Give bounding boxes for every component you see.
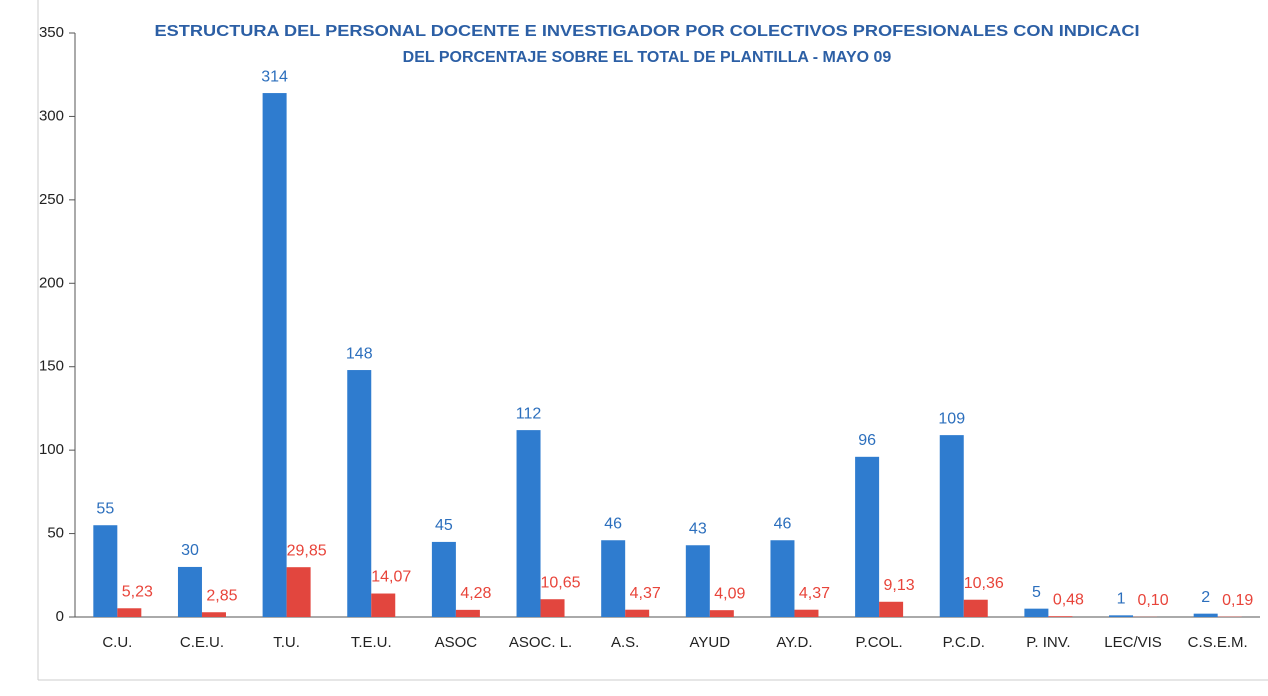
data-label: 4,37 bbox=[630, 585, 661, 602]
data-label: 112 bbox=[516, 405, 542, 422]
data-label: 4,37 bbox=[799, 585, 830, 602]
x-tick-label: P.COL. bbox=[855, 634, 902, 651]
data-label: 4,09 bbox=[714, 585, 745, 602]
data-label: 2 bbox=[1201, 589, 1210, 606]
y-tick-label: 50 bbox=[47, 525, 64, 542]
x-tick-label: P. INV. bbox=[1026, 634, 1070, 651]
chart-subtitle: DEL PORCENTAJE SOBRE EL TOTAL DE PLANTIL… bbox=[403, 49, 892, 66]
y-tick-label: 100 bbox=[39, 441, 64, 458]
y-tick-label: 200 bbox=[39, 274, 64, 291]
bar bbox=[541, 599, 565, 617]
x-tick-label: P.C.D. bbox=[943, 634, 985, 651]
bar bbox=[178, 567, 202, 617]
bar bbox=[517, 430, 541, 617]
data-label: 314 bbox=[261, 68, 288, 85]
data-label: 148 bbox=[346, 345, 373, 362]
data-label: 5,23 bbox=[122, 583, 153, 600]
bar bbox=[1024, 609, 1048, 617]
bar bbox=[964, 600, 988, 617]
bar bbox=[371, 594, 395, 617]
bar bbox=[432, 542, 456, 617]
bar bbox=[93, 525, 117, 617]
data-label: 10,36 bbox=[964, 575, 1004, 592]
x-tick-label: C.U. bbox=[102, 634, 132, 651]
bar bbox=[710, 610, 734, 617]
x-tick-label: LEC/VIS bbox=[1104, 634, 1162, 651]
bar bbox=[879, 602, 903, 617]
bar bbox=[1048, 616, 1072, 617]
data-label: 9,13 bbox=[884, 577, 915, 594]
data-label: 96 bbox=[858, 432, 876, 449]
bar bbox=[625, 610, 649, 617]
data-label: 0,10 bbox=[1137, 592, 1168, 609]
y-tick-label: 0 bbox=[56, 608, 64, 625]
data-label: 55 bbox=[96, 500, 114, 517]
bar bbox=[117, 608, 141, 617]
data-label: 46 bbox=[774, 515, 792, 532]
x-tick-label: AYUD bbox=[690, 634, 731, 651]
x-tick-label: T.E.U. bbox=[351, 634, 392, 651]
data-label: 30 bbox=[181, 542, 199, 559]
data-label: 0,19 bbox=[1222, 592, 1253, 609]
data-label: 4,28 bbox=[460, 585, 491, 602]
y-tick-label: 350 bbox=[39, 24, 64, 41]
data-label: 2,85 bbox=[206, 587, 237, 604]
bar bbox=[456, 610, 480, 617]
data-label: 0,48 bbox=[1053, 591, 1084, 608]
data-label: 109 bbox=[938, 410, 965, 427]
y-tick-label: 150 bbox=[39, 358, 64, 375]
bar bbox=[855, 457, 879, 617]
x-tick-label: A.S. bbox=[611, 634, 639, 651]
bar bbox=[347, 370, 371, 617]
data-label: 10,65 bbox=[541, 574, 581, 591]
y-tick-label: 300 bbox=[39, 107, 64, 124]
chart-title: ESTRUCTURA DEL PERSONAL DOCENTE E INVEST… bbox=[155, 23, 1140, 40]
data-label: 45 bbox=[435, 517, 453, 534]
bar bbox=[794, 610, 818, 617]
bar bbox=[940, 435, 964, 617]
x-tick-label: C.E.U. bbox=[180, 634, 224, 651]
bar bbox=[287, 567, 311, 617]
x-tick-label: ASOC bbox=[435, 634, 478, 651]
data-label: 14,07 bbox=[371, 569, 411, 586]
data-label: 29,85 bbox=[287, 542, 327, 559]
data-label: 5 bbox=[1032, 584, 1041, 601]
bar bbox=[1109, 615, 1133, 617]
y-tick-label: 250 bbox=[39, 191, 64, 208]
x-tick-label: T.U. bbox=[273, 634, 300, 651]
bar bbox=[1194, 614, 1218, 617]
data-label: 43 bbox=[689, 520, 707, 537]
bar bbox=[686, 545, 710, 617]
x-tick-label: AY.D. bbox=[776, 634, 812, 651]
bar bbox=[601, 540, 625, 617]
x-tick-label: ASOC. L. bbox=[509, 634, 572, 651]
data-label: 1 bbox=[1117, 591, 1126, 608]
bar bbox=[202, 612, 226, 617]
bar bbox=[770, 540, 794, 617]
x-tick-label: C.S.E.M. bbox=[1188, 634, 1248, 651]
data-label: 46 bbox=[604, 515, 622, 532]
bar bbox=[263, 93, 287, 617]
